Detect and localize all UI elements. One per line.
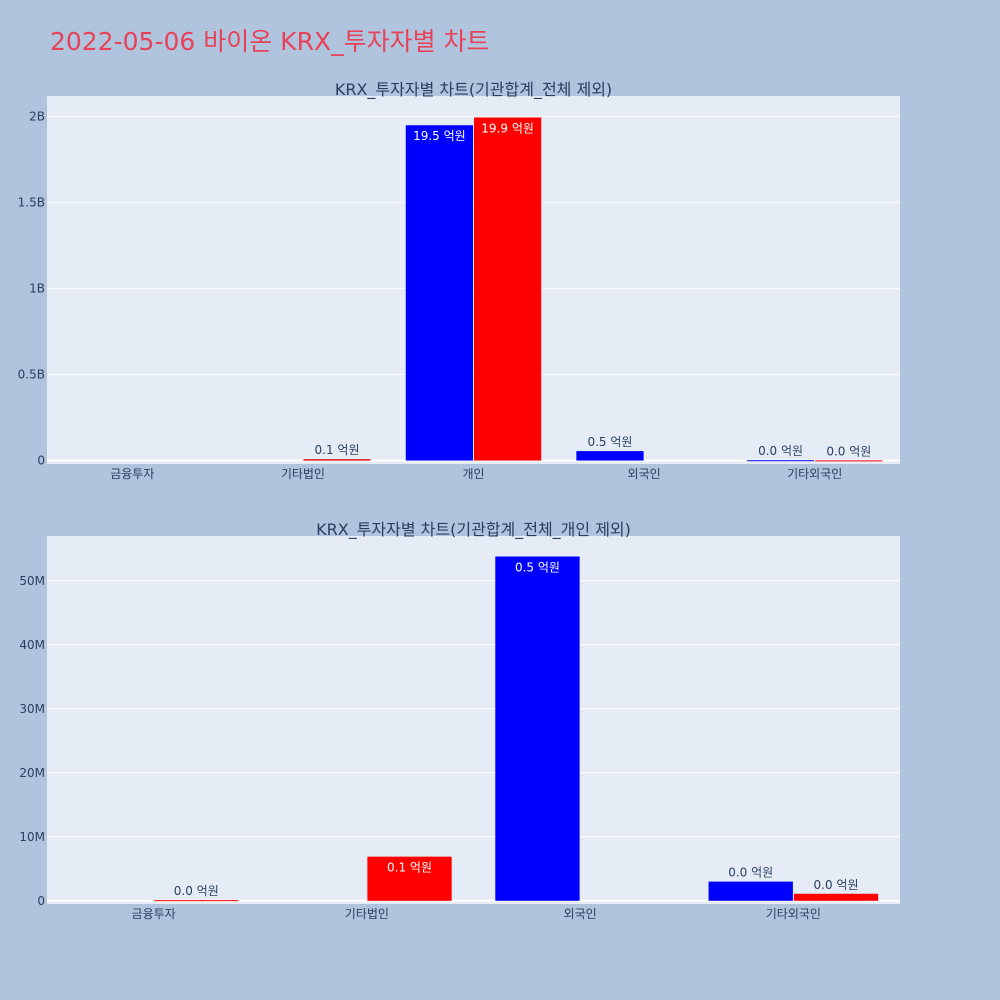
x-tick-label: 외국인: [564, 907, 597, 921]
data-label: 0.0 억원: [758, 444, 803, 458]
x-tick-label: 기타외국인: [766, 907, 821, 921]
x-tick-label: 기타법인: [345, 907, 389, 921]
data-label: 0.5 억원: [587, 435, 632, 449]
bar: [793, 893, 879, 901]
x-tick-label: 외국인: [628, 467, 661, 481]
data-label: 0.0 억원: [826, 444, 871, 458]
y-tick-label: 2B: [29, 110, 45, 124]
y-tick-label: 0.5B: [18, 368, 45, 382]
data-label: 0.0 억원: [174, 884, 219, 898]
bar: [303, 459, 371, 461]
bar: [154, 900, 239, 902]
x-tick-label: 금융투자: [132, 907, 176, 921]
bar: [815, 460, 883, 462]
plot-area: [47, 536, 900, 904]
y-tick-label: 10M: [19, 830, 45, 844]
y-tick-label: 20M: [19, 766, 45, 780]
data-label: 0.0 억원: [728, 866, 773, 880]
data-label: 0.5 억원: [515, 560, 560, 574]
y-tick-label: 30M: [19, 702, 45, 716]
chart-title: KRX_투자자별 차트(기관합계_전체_개인 제외): [316, 520, 631, 540]
bar: [576, 451, 644, 461]
y-tick-label: 0: [37, 454, 45, 468]
x-tick-label: 개인: [462, 467, 484, 481]
page-title: 2022-05-06 바이온 KRX_투자자별 차트: [50, 27, 490, 56]
data-label: 0.1 억원: [387, 861, 432, 875]
y-tick-label: 40M: [19, 638, 45, 652]
plot-area: [47, 96, 900, 464]
chart-title: KRX_투자자별 차트(기관합계_전체 제외): [335, 80, 612, 100]
bar-chart-bottom: 0 10M 20M 30M 40M 50M 금융투자 기타법인 외국인 기타외국인 0.5 억원 0.…: [19, 520, 900, 921]
x-tick-label: 기타외국인: [787, 467, 842, 481]
data-label: 19.9 억원: [481, 121, 534, 135]
bar-chart-top: 0 0.5B 1B 1.5B 2B 금융투자 기타법인 개인 외국인 기타외국인 19.5 억원 0.…: [18, 80, 900, 481]
bar: [495, 556, 580, 901]
data-label: 0.1 억원: [315, 443, 360, 457]
x-tick-label: 금융투자: [110, 467, 154, 481]
y-tick-label: 1.5B: [18, 196, 45, 210]
data-label: 19.5 억원: [413, 129, 466, 143]
y-tick-label: 1B: [29, 282, 45, 296]
data-label: 0.0 억원: [814, 878, 859, 892]
bar: [708, 881, 793, 901]
bar: [405, 125, 473, 461]
bar: [746, 460, 815, 462]
x-tick-label: 기타법인: [281, 467, 325, 481]
y-tick-label: 50M: [19, 574, 45, 588]
y-tick-label: 0: [37, 894, 45, 908]
bar: [474, 117, 542, 461]
bar: [367, 856, 452, 901]
